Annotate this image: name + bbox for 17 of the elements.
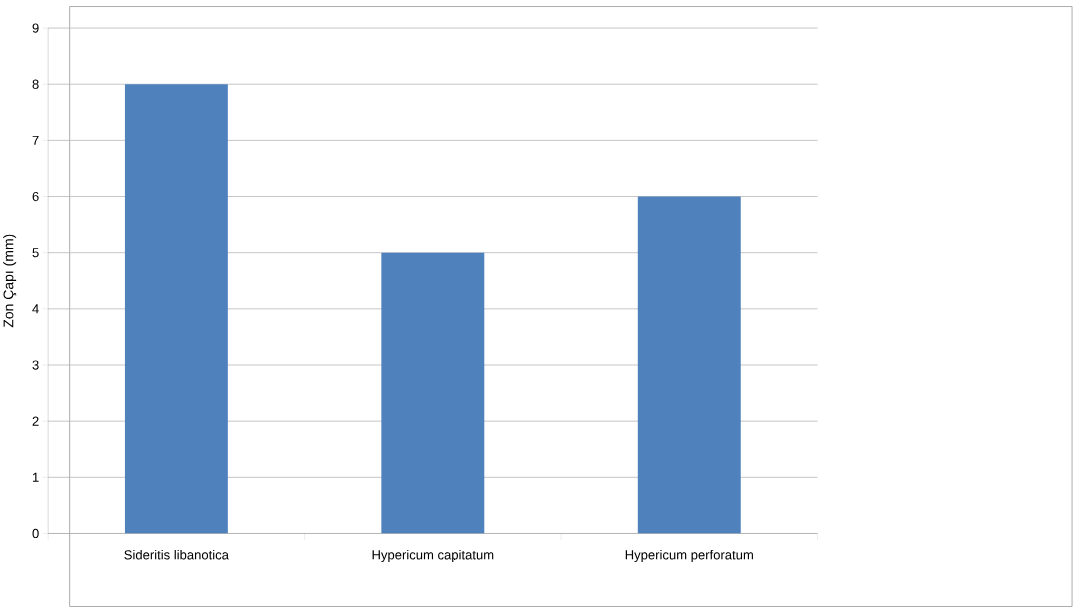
y-axis-title: Zon Çapı (mm)	[3, 234, 17, 328]
bar	[124, 84, 228, 534]
x-tick-label: Hypericum perforatum	[625, 549, 753, 562]
bar	[637, 196, 741, 534]
y-tick-label: 6	[32, 191, 39, 201]
y-tick-label: 8	[32, 79, 39, 89]
bar	[381, 252, 485, 534]
y-tick-label: 5	[32, 247, 39, 258]
y-tick-label: 2	[32, 416, 39, 426]
y-tick-label: 7	[32, 135, 39, 145]
x-tick-label: Hypericum capitatum	[372, 549, 494, 562]
y-tick-label: 9	[32, 23, 39, 33]
y-tick-label: 3	[32, 360, 39, 370]
y-tick-label: 1	[32, 472, 39, 482]
y-tick-label: 4	[32, 304, 39, 314]
y-tick-label: 0	[32, 528, 39, 538]
x-tick-label: Sideritis libanotica	[124, 549, 229, 560]
